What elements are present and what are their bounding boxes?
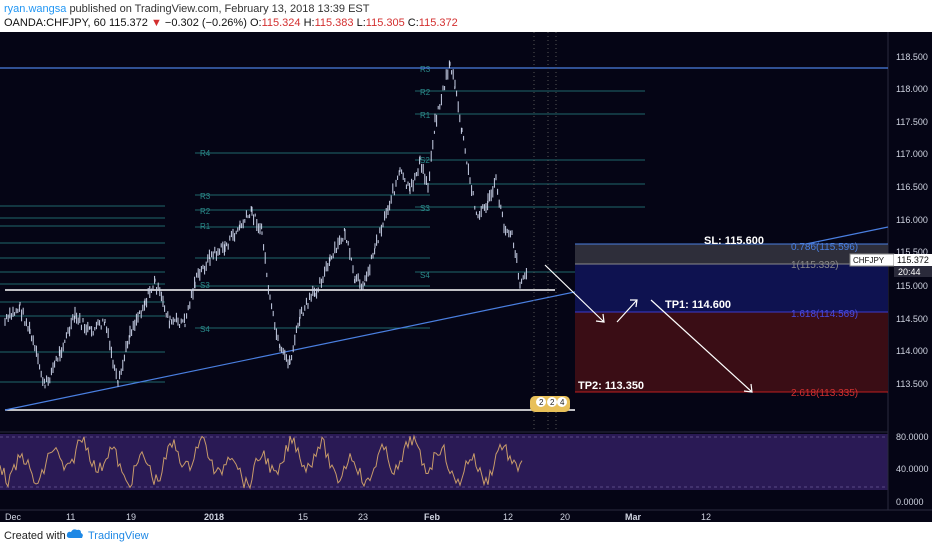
- event-badge[interactable]: [557, 397, 567, 407]
- price-tick: 117.500: [896, 117, 928, 127]
- countdown-tag: [894, 266, 932, 277]
- published-text: published on TradingView.com, February 1…: [69, 3, 370, 15]
- high-value: 115.383: [314, 17, 354, 29]
- close-value: 115.372: [418, 17, 458, 29]
- symbol-tag-label: CHFJPY: [853, 256, 885, 265]
- time-tick: 19: [126, 512, 136, 522]
- time-tick: 12: [701, 512, 711, 522]
- fib-1618-label: 1.618(114.569): [791, 309, 858, 320]
- price-change: −0.302 (−0.26%): [164, 17, 247, 29]
- pivot-label: S3: [200, 281, 210, 290]
- rsi-axis[interactable]: 80.0000 40.0000 0.0000: [896, 432, 929, 507]
- price-tick: 113.500: [896, 379, 928, 389]
- open-value: 115.324: [261, 17, 301, 29]
- time-tick: 20: [560, 512, 570, 522]
- price-tick: 116.500: [896, 182, 928, 192]
- time-tick: 12: [503, 512, 513, 522]
- price-tick: 115.500: [896, 247, 928, 257]
- event-badge-count: 2: [550, 398, 555, 407]
- author-link[interactable]: ryan.wangsa: [4, 3, 67, 15]
- arrowhead-icon: [743, 383, 753, 393]
- current-price-tag: [894, 254, 932, 266]
- price-tick: 115.000: [896, 281, 928, 291]
- sl-label: SL: 115.600: [704, 235, 764, 247]
- fib-0786-label: 0.786(115.596): [791, 242, 858, 253]
- rsi-tick: 80.0000: [896, 432, 929, 442]
- rsi-tick: 40.0000: [896, 464, 929, 474]
- arrowhead-icon: [630, 299, 638, 308]
- rsi-line: [0, 434, 523, 490]
- pivot-label: R2: [200, 207, 211, 216]
- tp1-label: TP1: 114.600: [665, 299, 731, 311]
- pivot-levels: R3 R2 R1 R4 R3 R2 R1 S2 S3 S4 S3 S4: [0, 65, 645, 383]
- tradingview-logo-icon[interactable]: [66, 528, 84, 540]
- low-value: 115.305: [365, 17, 405, 29]
- open-label: O:: [249, 17, 262, 29]
- event-badge-count: 4: [560, 398, 565, 407]
- price-tick: 116.000: [896, 215, 928, 225]
- chart-header: ryan.wangsa published on TradingView.com…: [0, 0, 932, 32]
- publish-info: ryan.wangsa published on TradingView.com…: [4, 3, 369, 15]
- pivot-label: R3: [420, 65, 431, 74]
- tp1-zone[interactable]: [575, 264, 888, 312]
- pivot-label: S2: [420, 156, 430, 165]
- chart-area[interactable]: R3 R2 R1 R4 R3 R2 R1 S2 S3 S4 S3 S4 SL: 115.600 0.7…: [0, 32, 932, 522]
- time-tick: 23: [358, 512, 368, 522]
- pivot-label: S4: [420, 271, 430, 280]
- pivot-label: R3: [200, 192, 211, 201]
- fib-1-label: 1(115.332): [791, 260, 839, 271]
- high-label: H:: [303, 17, 315, 29]
- arrow-down-1[interactable]: [544, 264, 605, 323]
- pivot-label: R2: [420, 88, 431, 97]
- rsi-tick: 0.0000: [896, 497, 924, 507]
- tradingview-brand-link[interactable]: TradingView: [88, 530, 149, 542]
- event-badge[interactable]: [547, 397, 557, 407]
- event-badge[interactable]: [536, 397, 546, 407]
- pivot-label: S4: [200, 325, 210, 334]
- price-chart-canvas[interactable]: R3 R2 R1 R4 R3 R2 R1 S2 S3 S4 S3 S4 SL: 115.600 0.7…: [0, 32, 932, 522]
- current-price: 115.372: [897, 255, 929, 265]
- pivot-label: S3: [420, 204, 430, 213]
- pivot-label: R1: [420, 111, 431, 120]
- tp2-label: TP2: 113.350: [578, 380, 644, 392]
- price-tick: 114.000: [896, 346, 928, 356]
- time-tick: Feb: [424, 512, 441, 522]
- low-label: L:: [356, 17, 366, 29]
- pivot-label: R1: [200, 222, 211, 231]
- price-axis[interactable]: 118.500 118.000 117.500 117.000 116.500 …: [896, 52, 928, 389]
- rsi-band: [0, 434, 888, 490]
- pivot-label: R4: [200, 149, 211, 158]
- bar-countdown: 20:44: [898, 267, 921, 277]
- time-tick: Mar: [625, 512, 642, 522]
- event-badges[interactable]: 2 2 4: [530, 396, 570, 412]
- projection-arrows[interactable]: [544, 264, 753, 393]
- last-price: 115.372: [108, 17, 148, 29]
- tp2-zone[interactable]: [575, 312, 888, 392]
- created-with-text: Created with: [4, 530, 66, 542]
- time-tick: Dec: [5, 512, 22, 522]
- price-tick: 114.500: [896, 314, 928, 324]
- close-label: C:: [407, 17, 419, 29]
- candles: [4, 60, 527, 389]
- footer: Created with TradingView: [0, 522, 932, 550]
- fib-2618-label: 2.618(113.335): [791, 388, 858, 399]
- time-tick: 11: [66, 512, 75, 522]
- time-tick: 2018: [204, 512, 224, 522]
- sl-zone[interactable]: [575, 244, 888, 264]
- time-tick: 15: [298, 512, 308, 522]
- arrowhead-icon: [595, 313, 605, 323]
- ohlc-legend: OANDA:CHFJPY, 60 115.372 ▼ −0.302 (−0.26…: [4, 17, 458, 29]
- price-tick: 118.500: [896, 52, 928, 62]
- arrow-down-2[interactable]: [650, 299, 753, 393]
- time-axis[interactable]: Dec 11 19 2018 15 23 Feb 12 20 Mar 12: [5, 512, 711, 522]
- arrow-up[interactable]: [616, 299, 638, 323]
- down-arrow-icon: ▼: [150, 17, 162, 29]
- symbol-label[interactable]: OANDA:CHFJPY, 60: [4, 17, 106, 29]
- price-tick: 118.000: [896, 84, 928, 94]
- event-badge-count: 2: [539, 398, 544, 407]
- price-tick: 117.000: [896, 149, 928, 159]
